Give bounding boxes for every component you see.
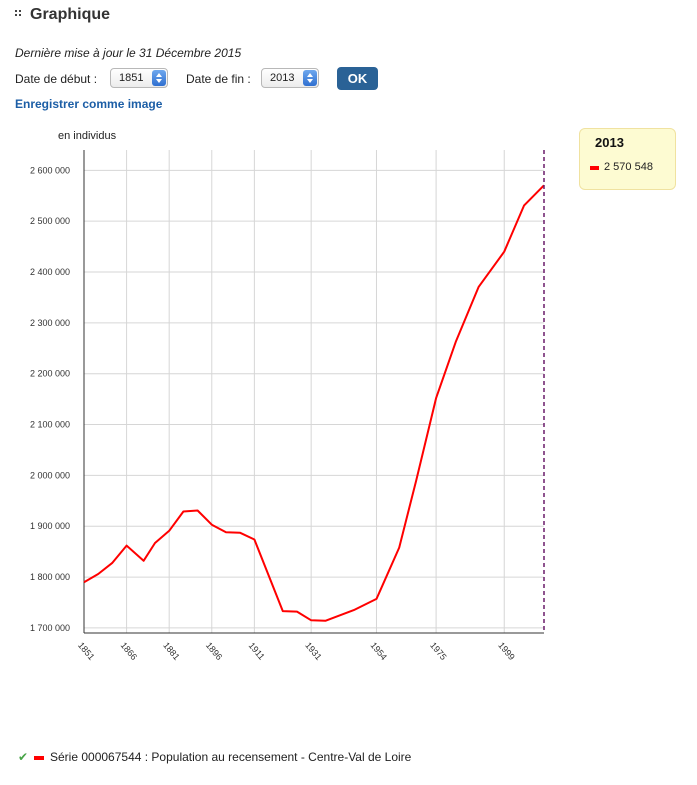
y-tick-label: 2 500 000 (30, 216, 70, 226)
grip-icon (15, 9, 23, 19)
y-tick-label: 2 600 000 (30, 165, 70, 175)
y-axis-unit-label: en individus (58, 130, 117, 142)
series-line (83, 184, 545, 622)
start-date-value: 1851 (119, 72, 144, 84)
hover-tooltip: 2013 2 570 548 (579, 128, 676, 190)
end-date-label: Date de fin : (186, 72, 251, 86)
y-tick-label: 2 100 000 (30, 420, 70, 430)
x-tick-label: 1911 (247, 640, 267, 661)
tooltip-series-swatch (590, 166, 599, 170)
x-tick-label: 1954 (368, 640, 389, 662)
end-date-value: 2013 (270, 72, 295, 84)
start-date-select[interactable]: 1851 (110, 68, 168, 88)
line-chart[interactable]: 1 700 000 1 800 000 1 900 000 2 000 000 2 10… (0, 140, 697, 700)
section-header: Graphique (0, 0, 697, 30)
y-tick-label: 2 300 000 (30, 318, 70, 328)
start-date-label: Date de début : (15, 72, 98, 86)
select-arrows-icon (152, 70, 166, 86)
x-tick-label: 1851 (76, 640, 97, 662)
checkmark-icon[interactable]: ✔ (18, 750, 29, 764)
y-tick-label: 2 400 000 (30, 267, 70, 277)
x-tick-label: 1866 (119, 640, 140, 662)
y-tick-label: 1 800 000 (30, 572, 70, 582)
tooltip-year: 2013 (595, 135, 624, 150)
tooltip-value: 2 570 548 (604, 161, 653, 173)
x-tick-label: 1896 (204, 640, 225, 662)
y-tick-label: 1 700 000 (30, 623, 70, 633)
x-tick-label: 1881 (161, 640, 182, 662)
x-tick-label: 1975 (428, 640, 449, 662)
ok-button[interactable]: OK (337, 67, 378, 90)
end-date-select[interactable]: 2013 (261, 68, 319, 88)
save-as-image-link[interactable]: Enregistrer comme image (15, 97, 163, 111)
series-legend-label: Série 000067544 : Population au recensem… (50, 750, 412, 764)
page-title: Graphique (30, 6, 111, 23)
y-tick-label: 1 900 000 (30, 521, 70, 531)
y-tick-label: 2 000 000 (30, 470, 70, 480)
x-tick-label: 1931 (303, 640, 324, 662)
last-update-text: Dernière mise à jour le 31 Décembre 2015 (15, 46, 242, 60)
series-swatch (34, 756, 44, 760)
x-tick-label: 1999 (496, 640, 517, 662)
y-tick-label: 2 200 000 (30, 369, 70, 379)
select-arrows-icon (303, 70, 317, 86)
